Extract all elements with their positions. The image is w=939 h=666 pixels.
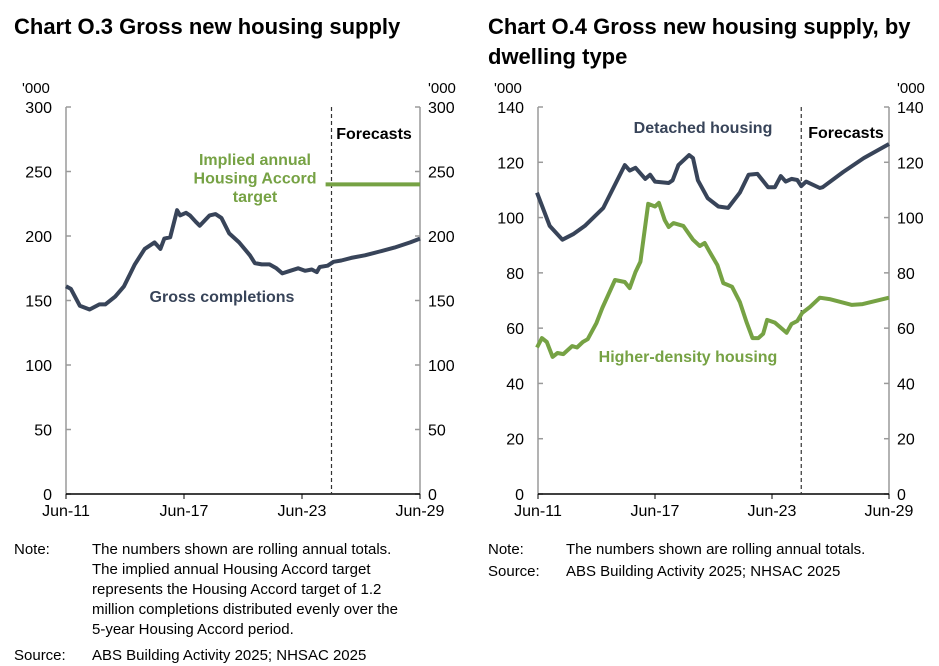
chart-o3-label-implied-annual-housing-accord-target: Implied annual xyxy=(199,152,311,169)
chart-o4-label-detached-housing: Detached housing xyxy=(634,120,773,137)
chart-o3-label-implied-annual-housing-accord-target: Housing Accord xyxy=(194,171,317,188)
chart-o3-label-gross-completions: Gross completions xyxy=(150,289,295,306)
source-text: ABS Building Activity 2025; NHSAC 2025 xyxy=(566,563,841,580)
chart-o4-x-tick-label: Jun-23 xyxy=(748,503,797,520)
chart-o4-y-tick-label-right: 80 xyxy=(897,266,915,283)
note-line: The implied annual Housing Accord target xyxy=(92,561,371,578)
chart-o3-y-tick-label-right: 250 xyxy=(428,165,455,182)
note-label: Note: xyxy=(488,541,524,558)
chart-o4-unit-label-left: '000 xyxy=(494,80,522,97)
chart-o3-y-tick-label-left: 150 xyxy=(25,294,52,311)
chart-o4-y-tick-label-left: 0 xyxy=(515,487,524,504)
chart-o3-y-tick-label-left: 50 xyxy=(34,423,52,440)
chart-o4-x-tick-label: Jun-11 xyxy=(514,503,562,520)
chart-o3-x-tick-label: Jun-23 xyxy=(278,503,327,520)
chart-o4-y-tick-label-left: 60 xyxy=(506,321,524,338)
chart-o4-y-tick-label-left: 40 xyxy=(506,376,524,393)
chart-o4-notes: Note: The numbers shown are rolling annu… xyxy=(488,540,928,584)
chart-o3-y-tick-label-left: 100 xyxy=(25,358,52,375)
chart-o4-y-tick-label-right: 0 xyxy=(897,487,906,504)
chart-o4-forecast-label: Forecasts xyxy=(808,125,884,142)
source-label: Source: xyxy=(14,647,66,664)
chart-o4-unit-label-right: '000 xyxy=(897,80,925,97)
chart-o4-series-detached-housing xyxy=(535,142,890,242)
chart-o4-y-tick-label-left: 140 xyxy=(497,100,524,117)
chart-o3-y-tick-label-right: 100 xyxy=(428,358,455,375)
chart-o3-y-tick-label-right: 150 xyxy=(428,294,455,311)
chart-o3-label-implied-annual-housing-accord-target: target xyxy=(233,189,278,206)
chart-o3-y-tick-label-right: 50 xyxy=(428,423,446,440)
note-line: The numbers shown are rolling annual tot… xyxy=(566,541,866,558)
chart-o4-title-line-2: dwelling type xyxy=(488,44,628,69)
chart-o3-y-tick-label-right: 200 xyxy=(428,229,455,246)
chart-o3-x-tick-label: Jun-17 xyxy=(160,503,209,520)
chart-o4-y-tick-label-right: 120 xyxy=(897,155,924,172)
chart-o3-title: Chart O.3 Gross new housing supply xyxy=(14,14,401,39)
chart-o4-x-tick-label: Jun-29 xyxy=(865,503,914,520)
note-line: 5-year Housing Accord period. xyxy=(92,621,294,638)
source-label: Source: xyxy=(488,563,540,580)
chart-o4-y-tick-label-left: 20 xyxy=(506,432,524,449)
chart-o3-y-tick-label-left: 0 xyxy=(43,487,52,504)
chart-o3-x-tick-label: Jun-29 xyxy=(396,503,445,520)
chart-o4-y-tick-label-right: 140 xyxy=(897,100,924,117)
note-line: million completions distributed evenly o… xyxy=(92,601,398,618)
chart-o4-x-tick-label: Jun-17 xyxy=(631,503,680,520)
source-text: ABS Building Activity 2025; NHSAC 2025 xyxy=(92,647,367,664)
note-line: The numbers shown are rolling annual tot… xyxy=(92,541,392,558)
chart-o3-forecast-label: Forecasts xyxy=(336,126,412,143)
chart-o4-y-tick-label-left: 80 xyxy=(506,266,524,283)
chart-o3-y-tick-label-right: 0 xyxy=(428,487,437,504)
chart-o3-notes: Note: The numbers shown are rolling annu… xyxy=(14,540,474,666)
chart-o3-x-tick-label: Jun-11 xyxy=(42,503,90,520)
chart-o4-y-tick-label-left: 120 xyxy=(497,155,524,172)
chart-o4-y-tick-label-right: 40 xyxy=(897,376,915,393)
chart-o4-y-tick-label-right: 100 xyxy=(897,211,924,228)
chart-o3-y-tick-label-right: 300 xyxy=(428,100,455,117)
note-label: Note: xyxy=(14,541,50,558)
chart-o4-series-higher-density-housing xyxy=(535,200,890,359)
chart-o4-title: Chart O.4 Gross new housing supply, by d… xyxy=(488,12,911,72)
chart-o4-title-line-1: Chart O.4 Gross new housing supply, by xyxy=(488,14,911,39)
chart-o3-y-tick-label-left: 200 xyxy=(25,229,52,246)
chart-o4-label-higher-density-housing: Higher-density housing xyxy=(599,349,778,366)
chart-o3-unit-label-right: '000 xyxy=(428,80,456,97)
chart-o4-y-tick-label-left: 100 xyxy=(497,211,524,228)
chart-o3-unit-label-left: '000 xyxy=(22,80,50,97)
chart-o3-series-gross-completions xyxy=(65,208,421,312)
chart-o3-y-tick-label-left: 300 xyxy=(25,100,52,117)
chart-o4-y-tick-label-right: 20 xyxy=(897,432,915,449)
note-line: represents the Housing Accord target of … xyxy=(92,581,382,598)
chart-o4-y-tick-label-right: 60 xyxy=(897,321,915,338)
chart-o3-y-tick-label-left: 250 xyxy=(25,165,52,182)
